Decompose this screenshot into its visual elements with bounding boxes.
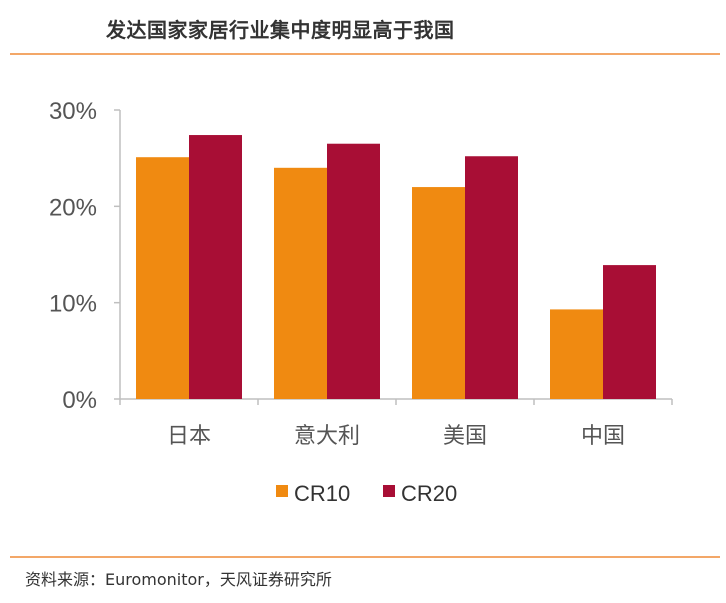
legend-swatch-cr20: [383, 485, 395, 497]
chart-title: 发达国家家居行业集中度明显高于我国: [106, 18, 455, 42]
bar-cr10-3: [550, 309, 603, 399]
bar-cr20-2: [465, 156, 518, 399]
x-tick-label: 日本: [167, 424, 211, 449]
x-tick-label: 美国: [443, 424, 487, 449]
y-tick-label: 10%: [49, 291, 97, 318]
header-divider: [10, 53, 720, 55]
legend-label-cr20: CR20: [401, 481, 457, 506]
y-tick-label: 30%: [49, 98, 97, 125]
bar-cr10-0: [136, 157, 189, 399]
bar-cr20-0: [189, 135, 242, 399]
legend-swatch-cr10: [276, 485, 288, 497]
bar-chart: 0% 10% 20% 30% 日本 意大利 美国 中国 CR10 CR20: [49, 98, 673, 506]
x-tick-label: 意大利: [294, 424, 360, 449]
bar-cr20-3: [603, 265, 656, 399]
bar-cr10-1: [274, 167, 327, 399]
source-note: 资料来源：Euromonitor，天风证券研究所: [25, 570, 332, 589]
y-tick-label: 20%: [49, 194, 97, 221]
footer-divider: [10, 556, 720, 558]
legend-label-cr10: CR10: [294, 481, 350, 506]
y-tick-label: 0%: [62, 387, 97, 414]
x-tick-label: 中国: [581, 424, 625, 449]
bar-cr20-1: [327, 143, 380, 399]
bar-cr10-2: [412, 187, 465, 399]
